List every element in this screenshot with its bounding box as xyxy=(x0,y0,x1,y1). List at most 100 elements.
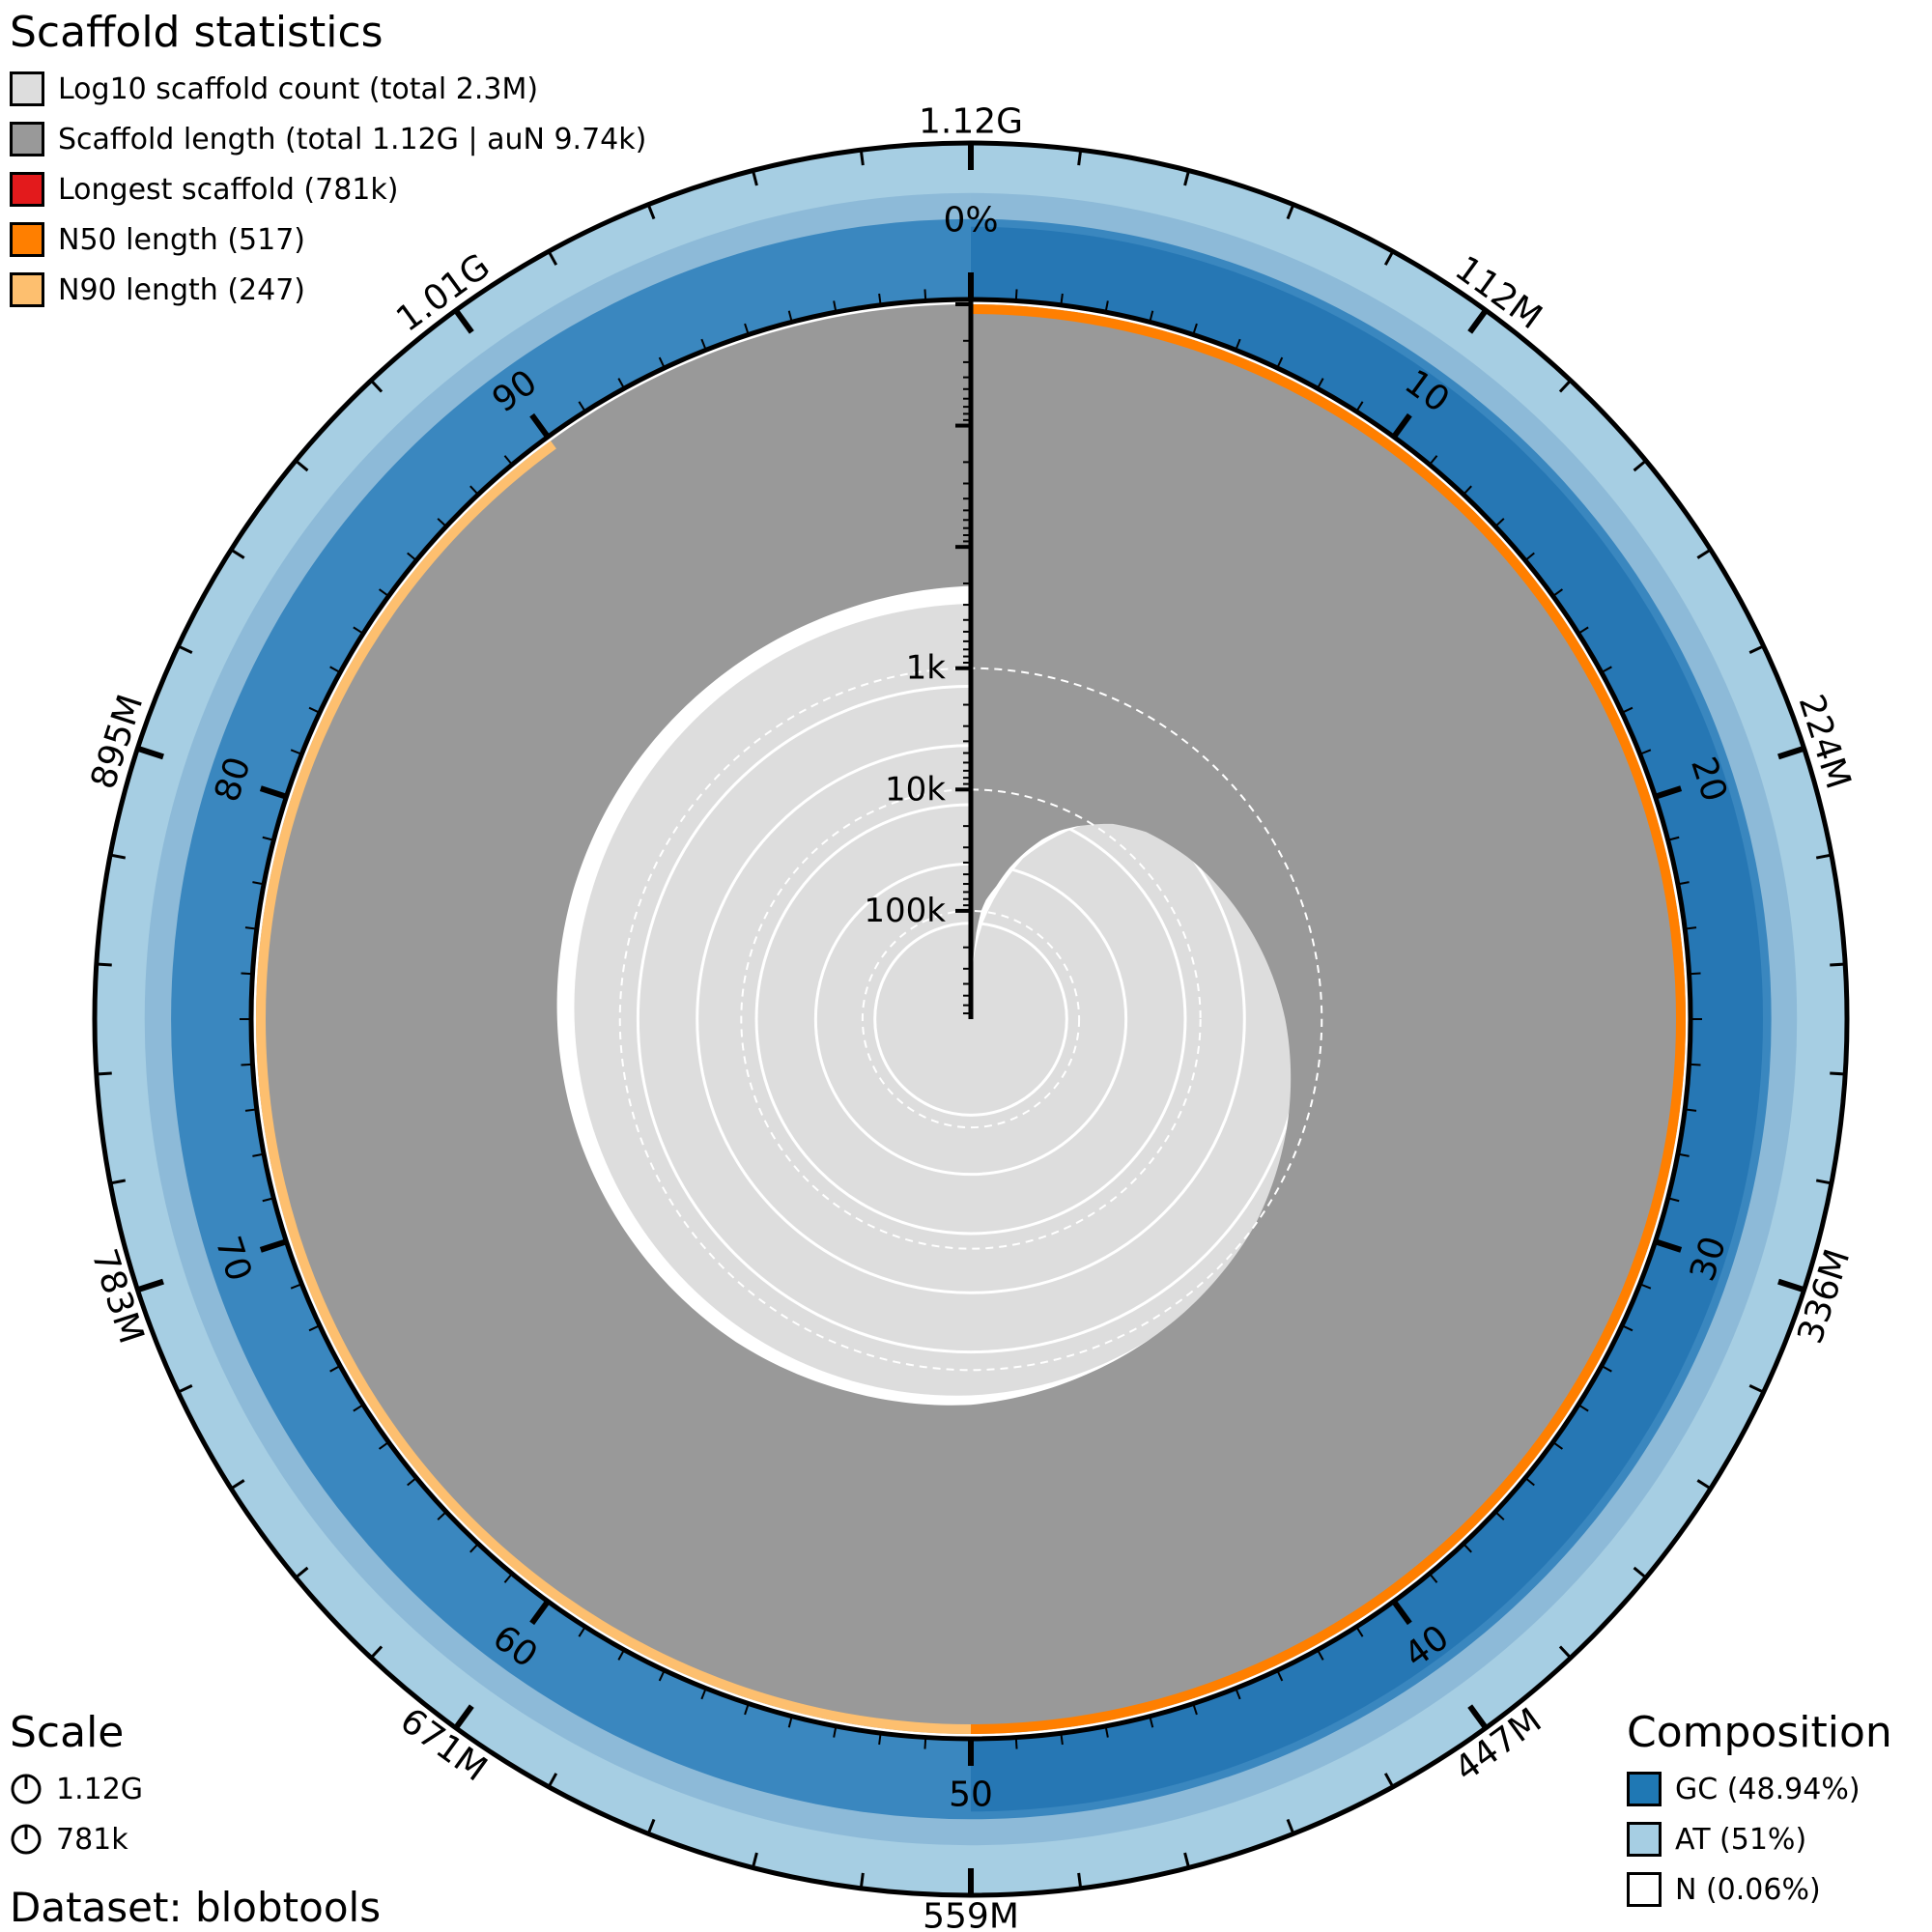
outer-tick xyxy=(177,1384,193,1394)
legend-label: Log10 scaffold count (total 2.3M) xyxy=(58,71,539,106)
inner-tick xyxy=(744,1703,750,1716)
outer-tick xyxy=(646,204,656,220)
outer-tick xyxy=(1077,149,1083,166)
length-gridline xyxy=(861,909,1081,1129)
inner-tick xyxy=(1276,356,1284,369)
scale-legend: Scale 1.12G 781k xyxy=(10,1712,143,1864)
composition-swatch xyxy=(1627,1822,1662,1857)
inner-tick xyxy=(1192,323,1198,335)
inner-tick xyxy=(1355,401,1364,412)
inner-tick xyxy=(1639,1283,1652,1290)
legend-label: Scaffold length (total 1.12G | auN 9.74k… xyxy=(58,122,647,156)
percent-tick-label: 50 xyxy=(949,1776,993,1815)
outer-tick xyxy=(1286,1818,1295,1834)
inner-tick xyxy=(290,1283,302,1290)
inner-tick xyxy=(1667,1197,1680,1203)
composition-entry: N (0.06%) xyxy=(1627,1864,1892,1915)
outer-tick xyxy=(1183,1852,1191,1868)
inner-tick xyxy=(1621,1324,1634,1332)
inner-tick xyxy=(259,1238,288,1253)
outer-tick xyxy=(1830,962,1846,967)
legend-entry: Longest scaffold (781k) xyxy=(10,164,646,214)
inner-tick xyxy=(1654,1238,1683,1253)
outer-tick-label: 1.12G xyxy=(919,102,1023,142)
inner-tick xyxy=(1494,518,1505,527)
inner-tick xyxy=(241,972,253,976)
outer-tick xyxy=(96,962,112,967)
inner-tick xyxy=(259,785,288,800)
inner-tick xyxy=(1149,310,1154,323)
inner-tick xyxy=(833,300,838,313)
inner-tick xyxy=(1689,972,1701,976)
inner-tick xyxy=(1494,1511,1505,1520)
outer-tick xyxy=(370,1645,384,1660)
outer-tick xyxy=(1467,308,1489,334)
inner-tick xyxy=(407,1477,417,1487)
outer-tick xyxy=(230,1479,245,1491)
inner-tick xyxy=(244,1108,257,1112)
inner-tick xyxy=(658,1669,666,1682)
outer-tick xyxy=(1558,1645,1572,1660)
inner-tick xyxy=(378,588,389,597)
legend-label: N90 length (247) xyxy=(58,272,305,307)
inner-tick xyxy=(262,1197,274,1203)
outer-tick-label: 559M xyxy=(923,1897,1019,1932)
outer-tick xyxy=(1633,459,1647,472)
inner-tick xyxy=(1639,749,1652,755)
outer-tick xyxy=(1558,379,1572,393)
composition-entry: GC (48.94%) xyxy=(1627,1764,1892,1814)
legend-title: Scaffold statistics xyxy=(10,8,384,57)
outer-tick xyxy=(109,853,127,860)
inner-tick xyxy=(1463,485,1472,496)
inner-tick xyxy=(1149,1716,1154,1728)
inner-tick xyxy=(1060,293,1064,305)
inner-tick xyxy=(787,310,793,323)
inner-tick xyxy=(1524,1477,1535,1487)
inner-tick xyxy=(1601,666,1612,673)
legend-label: N50 length (517) xyxy=(58,222,305,257)
outer-tick xyxy=(547,250,558,266)
percent-tick-label: 0% xyxy=(943,201,998,241)
composition-swatch xyxy=(1627,1772,1662,1806)
outer-tick xyxy=(1077,1872,1083,1889)
inner-tick xyxy=(617,378,625,389)
outer-tick xyxy=(136,1278,164,1293)
outer-tick xyxy=(177,644,193,654)
legend-label: Longest scaffold (781k) xyxy=(58,172,399,207)
outer-tick xyxy=(1383,1773,1395,1788)
scale-total-label: 1.12G xyxy=(56,1772,144,1806)
inner-tick xyxy=(252,881,265,886)
inner-tick xyxy=(437,1511,447,1520)
inner-tick xyxy=(833,1725,838,1738)
outer-tick xyxy=(859,1872,865,1889)
outer-tick xyxy=(453,308,474,334)
inner-tick xyxy=(1235,1688,1241,1700)
composition-label: AT (51%) xyxy=(1675,1822,1807,1857)
legend-swatch xyxy=(10,122,44,156)
outer-tick xyxy=(1815,1179,1833,1185)
inner-tick xyxy=(469,485,479,496)
inner-tick xyxy=(878,1733,882,1746)
inner-tick xyxy=(1677,881,1690,886)
inner-tick xyxy=(503,1573,513,1583)
inner-tick xyxy=(262,836,274,841)
outer-tick xyxy=(1696,548,1712,559)
inner-tick xyxy=(308,706,321,714)
inner-tick xyxy=(1014,289,1018,301)
outer-tick xyxy=(96,1071,112,1076)
inner-tick xyxy=(378,1441,389,1450)
inner-tick xyxy=(1104,300,1109,313)
inner-tick xyxy=(1014,1737,1018,1749)
inner-tick xyxy=(1677,1152,1690,1157)
legend-entry: Log10 scaffold count (total 2.3M) xyxy=(10,64,646,114)
inner-tick xyxy=(923,289,927,301)
inner-tick xyxy=(1429,455,1438,466)
legend-swatch xyxy=(10,172,44,207)
inner-tick xyxy=(308,1324,321,1332)
composition-swatch xyxy=(1627,1872,1662,1907)
radial-tick-label: 100k xyxy=(864,892,946,930)
inner-tick xyxy=(700,1688,707,1700)
radial-tick-label: 1k xyxy=(906,649,947,688)
outer-tick xyxy=(1383,250,1395,266)
